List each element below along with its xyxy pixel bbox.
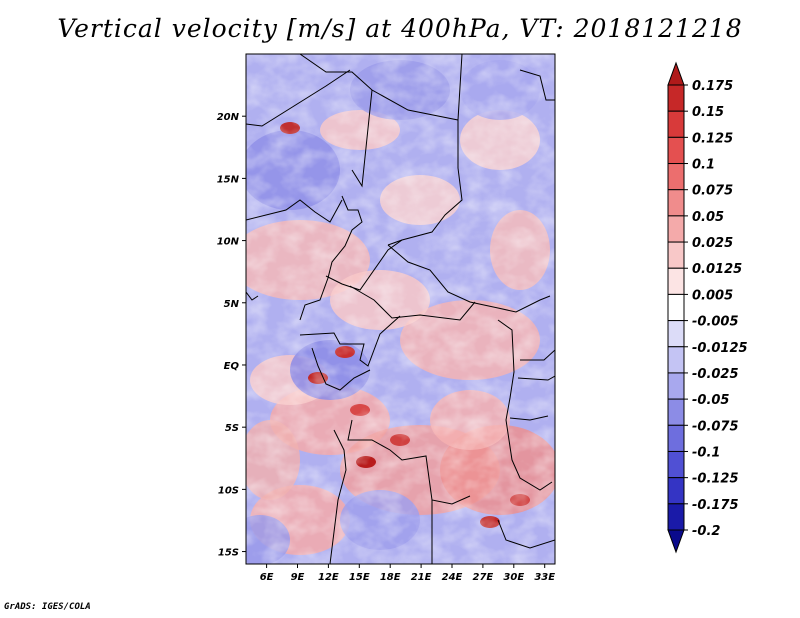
lon-tick-label: 21E — [411, 572, 432, 583]
country-boundaries — [246, 54, 555, 564]
lon-tick-label: 15E — [349, 572, 370, 583]
colorbar-label: -0.0125 — [692, 341, 748, 356]
footer-credit: GrADS: IGES/COLA — [4, 602, 91, 612]
lat-tick-label: 10N — [217, 237, 240, 248]
colorbar-swatch — [667, 267, 685, 295]
colorbar-swatch — [667, 424, 685, 452]
lat-axis: 20N 15N 10N 5N EQ 5S 10S 15S — [217, 112, 246, 559]
colorbar-label: -0.1 — [692, 445, 720, 460]
colorbar-swatch — [667, 136, 685, 165]
colorbar-swatch — [667, 84, 685, 112]
colorbar-label: -0.005 — [692, 315, 739, 330]
colorbar-swatch — [667, 241, 685, 269]
lon-tick-label: 33E — [534, 572, 555, 583]
lon-tick-label: 12E — [318, 572, 339, 583]
colorbar-swatch — [667, 398, 685, 426]
lon-tick-label: 9E — [291, 572, 305, 583]
colorbar-label: 0.0125 — [692, 262, 742, 277]
colorbar-label: 0.125 — [692, 131, 733, 146]
colorbar-label: 0.05 — [692, 210, 724, 225]
colorbar-swatch — [667, 189, 685, 217]
lat-tick-label: 15S — [218, 548, 239, 559]
colorbar-swatch — [667, 163, 685, 191]
lat-tick-label: 5S — [225, 423, 239, 434]
lon-axis: 6E 9E 12E 15E 18E 21E 24E 27E 30E 33E — [260, 564, 555, 583]
colorbar-label: -0.075 — [692, 419, 739, 434]
colorbar-label: 0.005 — [692, 288, 733, 303]
colorbar-swatch — [667, 293, 685, 322]
lon-tick-label: 27E — [473, 572, 494, 583]
colorbar-label: 0.025 — [692, 236, 733, 251]
chart-title: Vertical velocity [m/s] at 400hPa, VT: 2… — [57, 14, 743, 43]
lat-tick-label: 5N — [224, 299, 240, 310]
lat-tick-label: 20N — [217, 112, 240, 123]
colorbar-swatch — [667, 320, 685, 348]
colorbar-label: -0.05 — [692, 393, 729, 408]
colorbar-label: 0.1 — [692, 158, 715, 173]
colorbar-swatch — [667, 372, 685, 400]
lon-tick-label: 30E — [503, 572, 524, 583]
map-frame — [245, 53, 556, 565]
colorbar-label: 0.075 — [692, 184, 733, 199]
colorbar-label: -0.025 — [692, 367, 739, 382]
lon-tick-label: 24E — [442, 572, 463, 583]
colorbar-label: -0.2 — [692, 524, 720, 539]
colorbar-label: -0.125 — [692, 472, 739, 487]
lat-tick-label: 15N — [217, 174, 240, 185]
colorbar-label: 0.175 — [692, 79, 733, 94]
colorbar-label: -0.175 — [692, 498, 739, 513]
colorbar-swatch — [667, 110, 685, 138]
lat-tick-label: 10S — [218, 485, 239, 496]
colorbar-bottom-arrow — [667, 529, 685, 554]
lon-tick-label: 6E — [260, 572, 274, 583]
colorbar: 0.175 0.15 0.125 0.1 0.075 0.05 0.025 0.0125 0.0… — [667, 61, 748, 554]
colorbar-swatch — [667, 477, 685, 505]
colorbar-swatch — [667, 346, 685, 374]
colorbar-label: 0.15 — [692, 105, 724, 120]
lat-tick-label: EQ — [224, 361, 240, 372]
colorbar-swatch — [667, 503, 685, 531]
lon-tick-label: 18E — [380, 572, 401, 583]
colorbar-top-arrow — [667, 61, 685, 86]
colorbar-swatch — [667, 215, 685, 243]
map-panel — [246, 54, 555, 564]
colorbar-swatch — [667, 450, 685, 479]
